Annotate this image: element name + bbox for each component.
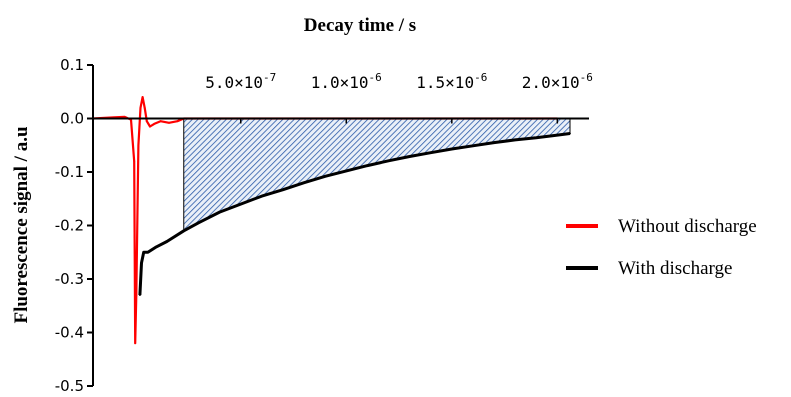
- data-point: [149, 125, 151, 128]
- x-tick-label: 5.0×10-7: [205, 71, 276, 92]
- x-tick-labels: 5.0×10-7 1.0×10-6 1.5×10-6 2.0×10-6: [205, 71, 593, 92]
- data-point: [168, 121, 170, 124]
- y-tick-label: -0.1: [55, 163, 84, 181]
- legend-label: With discharge: [618, 258, 732, 279]
- data-point: [135, 294, 138, 296]
- legend: Without discharge With discharge: [566, 216, 757, 279]
- chart-title: Decay time / s: [304, 15, 416, 36]
- data-point: [139, 294, 141, 296]
- x-tick-label: 1.0×10-6: [311, 71, 382, 92]
- shaded-area: [183, 118, 571, 231]
- data-point: [197, 221, 200, 224]
- y-tick-label: 0.1: [60, 56, 84, 74]
- data-point: [141, 96, 144, 98]
- data-point: [166, 240, 168, 243]
- data-point: [155, 246, 158, 248]
- y-tick-labels: 0.1 0.0 -0.1 -0.2 -0.3 -0.4 -0.5: [55, 56, 84, 395]
- data-point: [556, 134, 559, 137]
- data-point: [514, 139, 516, 141]
- axes-layer: [87, 64, 589, 387]
- data-point: [176, 120, 179, 123]
- data-point: [143, 106, 146, 109]
- data-point: [387, 159, 390, 162]
- data-point: [147, 251, 149, 254]
- y-tick-label: -0.2: [55, 217, 84, 235]
- series-with-discharge: [138, 132, 571, 296]
- data-point: [142, 251, 145, 254]
- data-point: [493, 141, 495, 144]
- data-point: [450, 148, 453, 150]
- data-point: [134, 342, 137, 345]
- data-point: [345, 170, 348, 172]
- data-point: [139, 106, 142, 109]
- data-point: [137, 144, 140, 147]
- y-tick-label: 0.0: [60, 110, 84, 128]
- data-point: [429, 151, 432, 154]
- data-point: [261, 195, 263, 198]
- data-point: [145, 120, 148, 123]
- data-point: [218, 211, 221, 214]
- data-point: [569, 132, 571, 135]
- data-point: [140, 262, 143, 264]
- y-tick-label: -0.3: [55, 270, 84, 288]
- data-point: [303, 181, 305, 184]
- data-point: [535, 136, 538, 139]
- data-point: [239, 203, 242, 206]
- y-axis-label: Fluorescence signal / a.u: [11, 126, 32, 323]
- x-tick-label: 1.5×10-6: [416, 71, 487, 92]
- data-point: [123, 116, 126, 118]
- data-point: [153, 123, 156, 125]
- data-point: [366, 164, 369, 167]
- data-point: [324, 175, 327, 178]
- data-point: [159, 120, 162, 123]
- y-tick-label: -0.4: [55, 324, 84, 342]
- data-point: [282, 188, 284, 191]
- data-point: [133, 160, 136, 163]
- legend-label: Without discharge: [618, 216, 757, 237]
- shaded-area-layer: [183, 118, 571, 231]
- data-point: [182, 229, 185, 232]
- data-point: [408, 155, 411, 158]
- x-tick-label: 2.0×10-6: [522, 71, 593, 92]
- y-tick-label: -0.5: [55, 377, 84, 395]
- data-point: [472, 144, 474, 147]
- series-line: [138, 132, 571, 296]
